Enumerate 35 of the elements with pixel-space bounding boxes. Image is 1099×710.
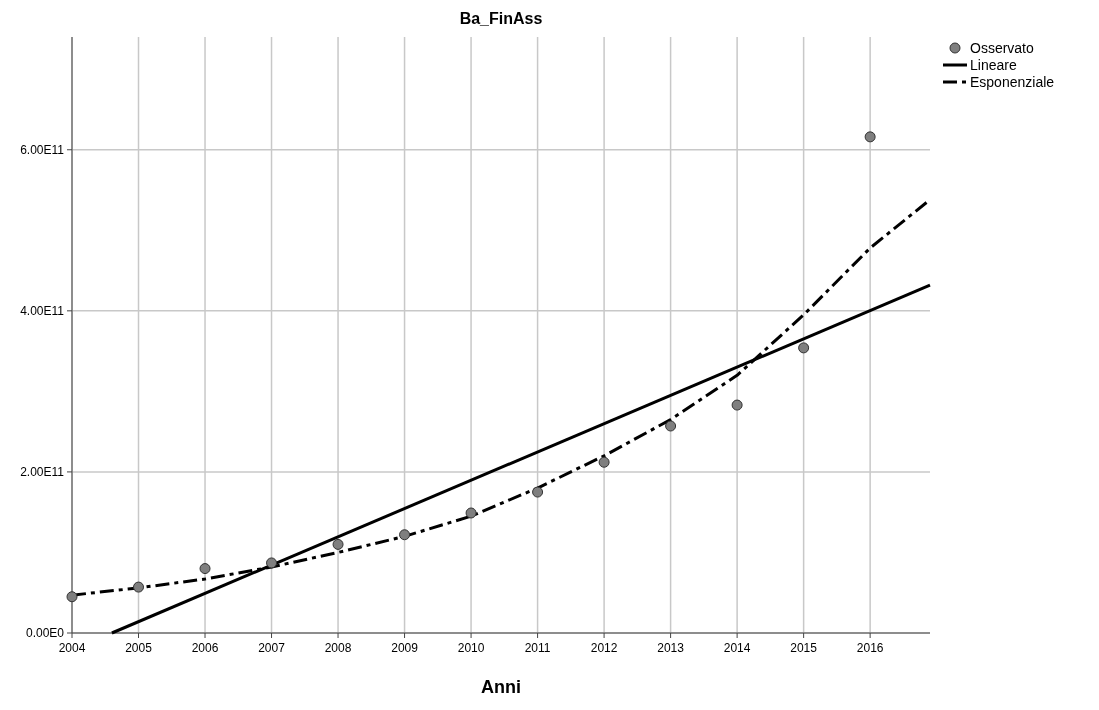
x-tick-label: 2004 [58,641,86,655]
y-tick-label: 6.00E11 [20,142,65,157]
point [798,342,810,354]
x-tick-label: 2006 [191,641,219,655]
y-tick-label: 0.00E0 [25,626,65,640]
x-tick-label: 2015 [790,641,818,655]
point [66,591,78,603]
point [465,507,477,519]
point [532,486,544,498]
point [133,581,145,593]
legend-label: Esponenziale [970,74,1055,90]
x-tick-label: 2016 [856,641,884,655]
x-tick-label: 2009 [391,641,419,655]
x-tick-label: 2005 [125,641,153,655]
point [598,456,610,468]
legend-label: Lineare [970,57,1017,73]
x-tick-label: 2008 [324,641,352,655]
point [266,557,278,569]
y-tick-label: 2.00E11 [20,464,65,479]
point [332,538,344,550]
chart-title: Ba_FinAss [459,10,543,27]
x-tick-label: 2011 [524,641,551,655]
legend-label: Osservato [970,40,1035,56]
x-tick-label: 2012 [590,641,618,655]
x-tick-label: 2007 [258,641,286,655]
x-tick-label: 2013 [657,641,685,655]
x-axis-title: Anni [481,677,521,697]
point [665,420,677,432]
x-tick-label: 2014 [723,641,751,655]
point [864,131,876,143]
point [399,529,411,541]
point [199,563,211,575]
point [731,399,743,411]
x-tick-label: 2010 [457,641,485,655]
y-tick-label: 4.00E11 [20,303,65,318]
